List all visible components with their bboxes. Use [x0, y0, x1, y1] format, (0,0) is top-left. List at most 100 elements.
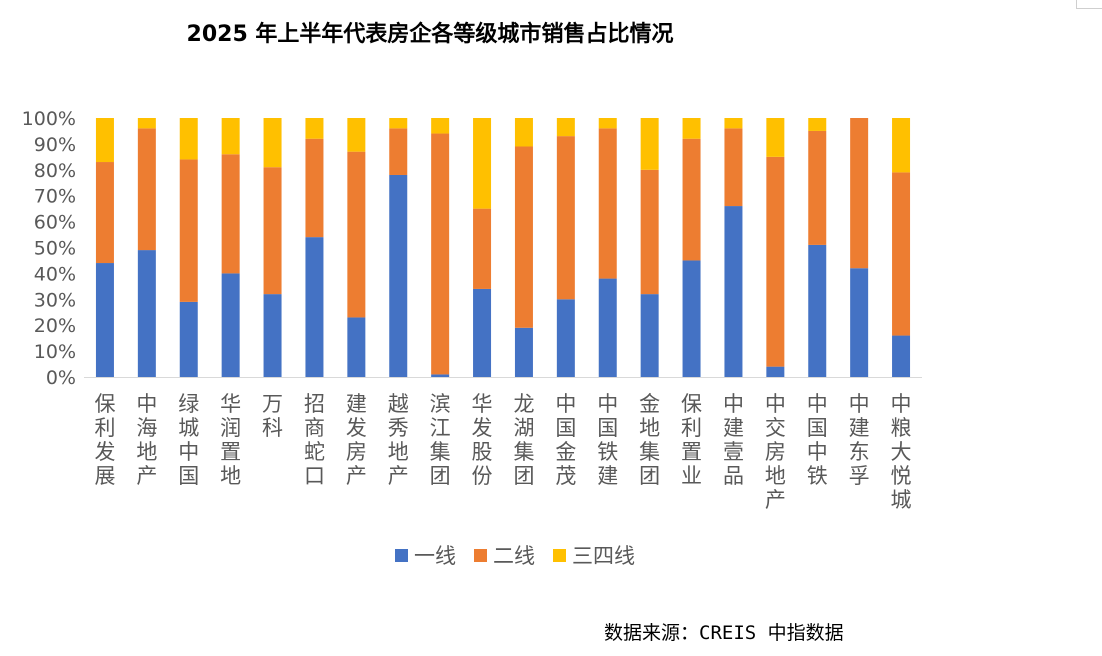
x-category-label: 置 [220, 440, 241, 464]
legend-swatch-tier2 [474, 548, 487, 562]
x-category-label: 团 [430, 464, 451, 488]
bar-segment-tier34 [137, 118, 156, 129]
x-category-label: 地 [220, 464, 241, 488]
bar-segment-tier1 [347, 317, 366, 377]
x-category-label: 中 [765, 392, 786, 416]
bar-segment-tier34 [598, 118, 617, 129]
x-category-label: 股 [472, 440, 493, 464]
x-category-label: 金 [555, 440, 576, 464]
bar-segment-tier2 [892, 172, 911, 336]
bar-segment-tier1 [850, 268, 869, 377]
legend-item-tier1: 一线 [395, 540, 456, 570]
bar-segment-tier34 [808, 118, 827, 131]
x-category-label: 利 [94, 416, 115, 440]
bar-segment-tier34 [305, 118, 324, 139]
bar-segment-tier34 [347, 118, 366, 152]
bar-segment-tier1 [221, 273, 240, 377]
x-category-label: 份 [472, 464, 493, 488]
bar-segment-tier34 [95, 118, 114, 163]
bar-segment-tier2 [221, 154, 240, 274]
bar-segment-tier2 [724, 128, 743, 207]
x-category-label: 铁 [807, 464, 828, 488]
x-category-label: 大 [891, 440, 912, 464]
x-category-label: 集 [430, 440, 451, 464]
bar-segment-tier1 [556, 299, 575, 377]
bar-segment-tier1 [95, 263, 114, 377]
x-category-label: 中 [807, 440, 828, 464]
bar-segment-tier1 [598, 278, 617, 377]
bar-segment-tier1 [682, 260, 701, 377]
x-category-label: 国 [807, 416, 828, 440]
x-category-label: 集 [639, 440, 660, 464]
bar-segment-tier34 [682, 118, 701, 139]
x-category-label: 蛇 [304, 440, 325, 464]
bar-segment-tier2 [347, 151, 366, 318]
x-category-label: 房 [765, 440, 786, 464]
bar-segment-tier34 [892, 118, 911, 173]
x-category-label: 国 [555, 416, 576, 440]
bar-segment-tier2 [766, 156, 785, 367]
y-tick-label: 80% [34, 160, 76, 182]
bar-segment-tier34 [766, 118, 785, 157]
source-note: 数据来源：CREIS 中指数据 [604, 622, 844, 644]
x-category-label: 业 [681, 464, 702, 488]
x-category-label: 东 [849, 440, 870, 464]
x-category-label: 建 [849, 416, 870, 440]
bar-segment-tier2 [850, 118, 869, 269]
x-category-label: 润 [220, 416, 241, 440]
x-category-label: 国 [178, 464, 199, 488]
x-category-label: 华 [472, 392, 493, 416]
bar-segment-tier2 [179, 159, 198, 302]
bar-segment-tier1 [137, 250, 156, 377]
bar-segment-tier2 [473, 208, 492, 289]
bar-segment-tier2 [95, 162, 114, 264]
x-category-label: 产 [765, 488, 786, 512]
x-category-label: 建 [346, 392, 367, 416]
x-category-label: 保 [681, 392, 702, 416]
legend-label-tier1: 一线 [414, 544, 456, 568]
x-category-label: 粮 [891, 416, 912, 440]
x-category-label: 茂 [555, 464, 576, 488]
bar-segment-tier34 [514, 118, 533, 147]
x-category-label: 中 [597, 392, 618, 416]
bar-segment-tier34 [389, 118, 408, 129]
x-category-label: 万 [262, 392, 283, 416]
x-category-label: 地 [136, 440, 157, 464]
bar-segment-tier34 [640, 118, 659, 170]
x-category-label: 龙 [513, 392, 534, 416]
y-tick-label: 90% [34, 134, 76, 156]
x-category-label: 越 [388, 392, 409, 416]
x-category-label: 地 [388, 440, 409, 464]
legend-swatch-tier1 [395, 548, 408, 562]
bar-segment-tier2 [263, 167, 282, 295]
x-category-label: 房 [346, 440, 367, 464]
bar-segment-tier1 [808, 244, 827, 377]
bar-segment-tier2 [808, 130, 827, 245]
bar-segment-tier34 [431, 118, 450, 134]
bar-segment-tier2 [431, 133, 450, 375]
x-category-label: 建 [597, 464, 618, 488]
x-category-label: 中 [807, 392, 828, 416]
legend-item-tier34: 三四线 [553, 540, 635, 570]
x-category-label: 铁 [597, 440, 618, 464]
bar-segment-tier2 [514, 146, 533, 328]
x-category-label: 城 [891, 488, 912, 512]
x-category-label: 中 [891, 392, 912, 416]
bar-segment-tier34 [556, 118, 575, 137]
x-category-label: 交 [765, 416, 786, 440]
x-category-label: 产 [388, 464, 409, 488]
y-tick-label: 10% [34, 341, 76, 363]
chart-title: 2025 年上半年代表房企各等级城市销售占比情况 [186, 22, 674, 47]
bar-segment-tier1 [389, 174, 408, 377]
bar-segment-tier1 [892, 335, 911, 377]
bar-segment-tier34 [724, 118, 743, 129]
x-category-label: 集 [513, 440, 534, 464]
x-category-label: 科 [262, 416, 283, 440]
x-category-label: 产 [136, 464, 157, 488]
x-category-label: 金 [639, 392, 660, 416]
x-category-label: 中 [136, 392, 157, 416]
legend-item-tier2: 二线 [474, 540, 535, 570]
bar-segment-tier1 [724, 206, 743, 377]
x-category-label: 团 [639, 464, 660, 488]
